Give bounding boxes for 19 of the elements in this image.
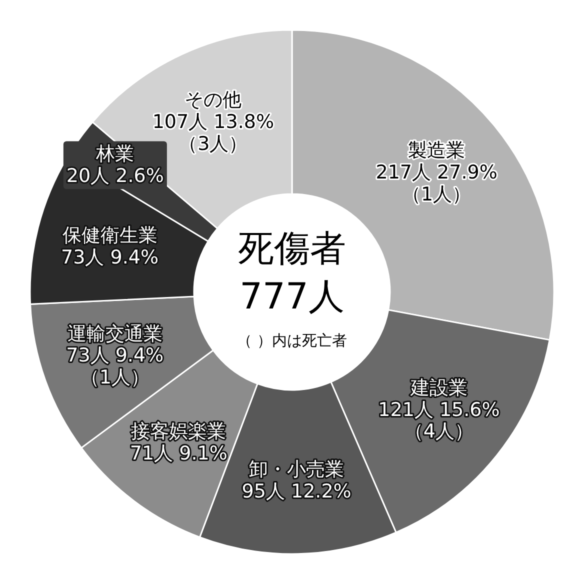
text: 死傷者 (238, 228, 346, 270)
slice-label: 建設業 (409, 377, 468, 400)
data-label: 217人 27.9% （1人） (376, 161, 498, 206)
slice-label: 接客娯楽業 (131, 420, 226, 443)
data-label: 71人 9.1% (130, 442, 228, 465)
slice-label: 卸・小売業 (249, 458, 344, 481)
data-label: 20人 2.6% (66, 165, 164, 188)
slice-label: 保健衛生業 (62, 224, 158, 246)
data-label: 121人 15.6% （4人） (378, 398, 500, 443)
text: 777人 (240, 276, 344, 318)
data-label: 73人 9.4% (61, 246, 159, 268)
slice-label: 運輸交通業 (67, 322, 162, 345)
slice-label: その他 (184, 89, 242, 112)
data-label: 95人 12.2% (242, 480, 352, 503)
slice-label: 製造業 (408, 140, 466, 162)
data-label: 73人 9.4% （1人） (66, 344, 164, 388)
data-label: 107人 13.8% （3人） (152, 110, 274, 155)
text: （ ）内は死亡者 (237, 331, 347, 350)
slice-label: 林業 (95, 143, 134, 166)
